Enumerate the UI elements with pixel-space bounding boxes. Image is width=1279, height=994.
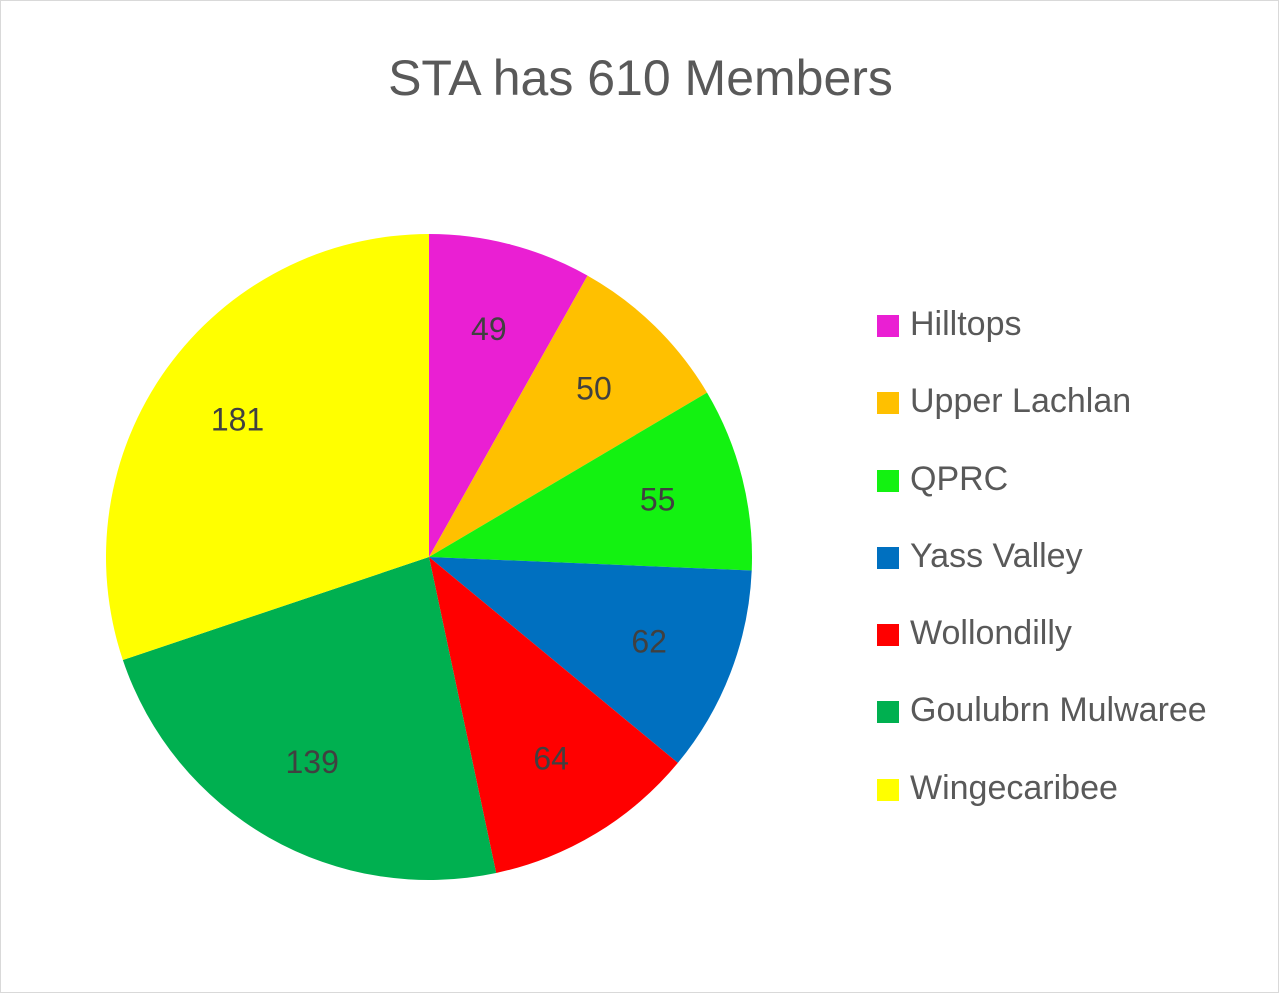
legend-swatch: [877, 701, 899, 724]
data-label-upper-lachlan: 50: [576, 371, 612, 407]
legend-item-hilltops: Hilltops: [877, 301, 1207, 378]
legend-item-qprc: QPRC: [877, 456, 1207, 533]
pie-slices: [105, 234, 752, 880]
legend-swatch: [877, 392, 899, 415]
pie-slice-goulubrn-mulwaree: [122, 557, 497, 880]
legend-item-goulubrn-mulwaree: Goulubrn Mulwaree: [877, 687, 1207, 764]
data-label-wingecaribee: 181: [211, 401, 264, 437]
data-label-hilltops: 49: [471, 311, 507, 347]
legend-label: Hilltops: [910, 305, 1022, 343]
pie-slice-yass-valley: [429, 557, 752, 763]
legend-label: Upper Lachlan: [910, 382, 1132, 421]
pie-slice-wingecaribee: [105, 234, 430, 661]
legend-label: Wollondilly: [910, 614, 1072, 653]
legend-swatch: [877, 624, 899, 647]
legend-swatch: [877, 315, 899, 337]
legend-item-yass-valley: Yass Valley: [877, 533, 1207, 610]
legend-item-wingecaribee: Wingecaribee: [877, 765, 1207, 842]
legend-label: Wingecaribee: [910, 768, 1118, 807]
legend-label: Yass Valley: [910, 536, 1083, 575]
legend-label: QPRC: [910, 459, 1009, 498]
chart-title: STA has 610 Members: [388, 50, 893, 106]
legend-swatch: [877, 469, 899, 492]
data-label-qprc: 55: [640, 482, 676, 518]
pie-slice-upper-lachlan: [429, 275, 708, 557]
pie-slice-hilltops: [429, 234, 588, 557]
chart-legend: Hilltops Upper Lachlan QPRC Yass Valley Woll…: [877, 301, 1207, 842]
legend-item-upper-lachlan: Upper Lachlan: [877, 378, 1207, 455]
legend-item-wollondilly: Wollondilly: [877, 610, 1207, 687]
data-label-yass-valley: 62: [631, 623, 667, 659]
legend-swatch: [877, 546, 899, 569]
pie-slice-qprc: [429, 392, 752, 571]
pie-data-labels: 49 50 55 62 64 139 181: [211, 311, 676, 780]
data-label-wollondilly: 64: [533, 741, 569, 777]
pie-slice-wollondilly: [429, 557, 678, 873]
legend-swatch: [877, 778, 899, 801]
data-label-goulubrn-mulwaree: 139: [285, 744, 338, 780]
legend-label: Goulubrn Mulwaree: [910, 691, 1207, 730]
